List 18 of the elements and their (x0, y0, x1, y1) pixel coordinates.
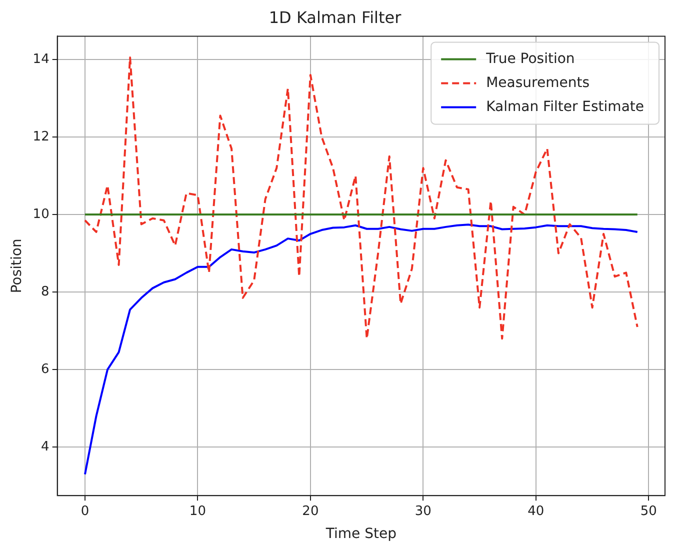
y-tick-label: 4 (41, 440, 50, 455)
x-tick-label: 0 (80, 504, 90, 519)
x-tick-label: 40 (528, 504, 544, 519)
y-tick-label: 14 (32, 52, 50, 67)
y-tick-label: 6 (41, 362, 50, 377)
x-axis-title: Time Step (324, 526, 397, 542)
x-tick-label: 20 (302, 504, 319, 519)
legend-label: Measurements (486, 74, 590, 91)
y-tick-label: 12 (32, 129, 50, 144)
y-axis-title: Position (9, 238, 26, 294)
y-tick-label: 8 (41, 284, 50, 300)
chart-title: 1D Kalman Filter (268, 8, 402, 27)
legend-label: True Position (485, 50, 575, 67)
y-tick-label: 10 (32, 206, 50, 222)
x-tick-label: 50 (640, 504, 657, 519)
x-tick-label: 30 (414, 504, 432, 519)
x-tick-label: 10 (189, 504, 206, 519)
legend-label: Kalman Filter Estimate (486, 98, 644, 115)
